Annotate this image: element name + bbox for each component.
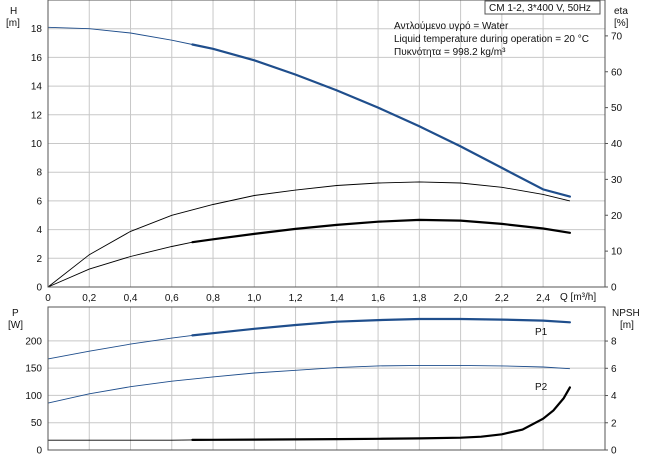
upper-right-tick-1: 10 — [611, 247, 623, 258]
lower-right-tick-0: 0 — [611, 446, 617, 457]
upper-right-tick-5: 50 — [611, 103, 623, 114]
upper-series-2-duty-range — [191, 218, 571, 244]
upper-left-tick-0: 0 — [36, 283, 42, 294]
upper-right-tick-6: 60 — [611, 67, 623, 78]
upper-left-tick-6: 12 — [31, 110, 43, 121]
upper-right-tick-7: 70 — [611, 31, 623, 42]
head-axis-name: H — [10, 6, 17, 17]
lower-series-0-duty-range — [191, 317, 571, 337]
lower-right-tick-3: 6 — [611, 364, 617, 375]
lower-left-tick-2: 100 — [25, 391, 42, 402]
upper-right-tick-3: 30 — [611, 175, 623, 186]
liquid-annotation: Αντλούμενο υγρό = Water — [394, 20, 509, 32]
lower-series-1-line — [47, 364, 570, 404]
x-tick-4: 0,8 — [206, 293, 220, 304]
x-tick-7: 1,4 — [330, 293, 344, 304]
lower-right-tick-2: 4 — [611, 391, 617, 402]
x-tick-1: 0,2 — [82, 293, 96, 304]
upper-right-tick-2: 20 — [611, 211, 623, 222]
npsh-axis-name: NPSH — [612, 308, 640, 319]
x-tick-11: 2,2 — [495, 293, 509, 304]
upper-left-tick-2: 4 — [36, 225, 42, 236]
head-axis-unit: [m] — [6, 18, 20, 29]
upper-left-tick-8: 16 — [31, 53, 43, 64]
x-tick-8: 1,6 — [371, 293, 385, 304]
lower-plot-frame — [47, 306, 606, 451]
upper-curves — [47, 26, 571, 288]
flow-axis-label: Q [m³/h] — [560, 292, 596, 303]
upper-left-tick-7: 14 — [31, 82, 43, 93]
chart-title: CM 1-2, 3*400 V, 50Hz — [489, 3, 591, 14]
npsh-axis-unit: [m] — [620, 320, 634, 331]
x-tick-12: 2,4 — [536, 293, 550, 304]
eta-axis-unit: [%] — [614, 18, 629, 29]
x-tick-9: 1,8 — [412, 293, 426, 304]
upper-series-0-duty-range — [191, 43, 571, 198]
upper-left-tick-1: 2 — [36, 254, 42, 265]
x-tick-2: 0,4 — [124, 293, 138, 304]
power-axis-unit: [W] — [8, 320, 23, 331]
tick-labels: 0246810121416180102030405060700501001502… — [25, 24, 622, 456]
lower-left-tick-0: 0 — [36, 446, 42, 457]
upper-left-tick-9: 18 — [31, 24, 43, 35]
x-tick-10: 2,0 — [454, 293, 468, 304]
upper-left-tick-3: 6 — [36, 196, 42, 207]
title-box — [484, 0, 601, 15]
x-tick-5: 1,0 — [247, 293, 261, 304]
upper-plot-frame — [47, 0, 606, 288]
power-axis-name: P — [12, 308, 19, 319]
density-annotation: Πυκνότητα = 998.2 kg/m³ — [394, 46, 506, 58]
upper-left-tick-5: 10 — [31, 139, 43, 150]
x-tick-6: 1,2 — [289, 293, 303, 304]
lower-right-tick-1: 2 — [611, 418, 617, 429]
temperature-annotation: Liquid temperature during operation = 20… — [394, 34, 589, 45]
lower-right-tick-4: 8 — [611, 337, 617, 348]
upper-right-tick-0: 0 — [611, 283, 617, 294]
x-tick-0: 0 — [45, 293, 51, 304]
lower-curves — [47, 317, 571, 441]
upper-series-1-line — [47, 181, 571, 288]
x-tick-3: 0,6 — [165, 293, 179, 304]
lower-left-tick-1: 50 — [31, 418, 43, 429]
lower-left-tick-4: 200 — [25, 336, 42, 347]
lower-left-tick-3: 150 — [25, 364, 42, 375]
upper-left-tick-4: 8 — [36, 168, 42, 179]
eta-axis-name: eta — [614, 6, 628, 17]
upper-right-tick-4: 40 — [611, 139, 623, 150]
p1-label: P1 — [535, 327, 548, 338]
p2-label: P2 — [535, 382, 548, 393]
lower-series-2-duty-range — [191, 386, 571, 441]
